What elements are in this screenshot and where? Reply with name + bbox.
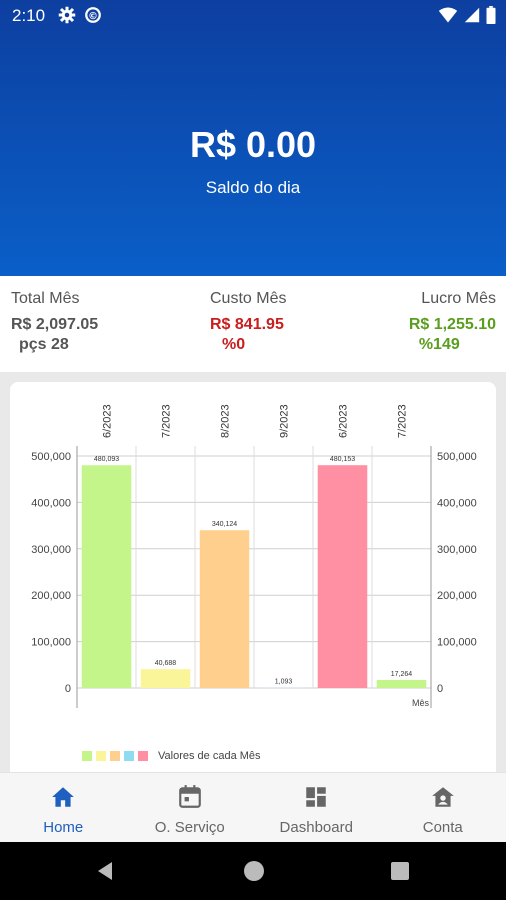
nav-dashboard[interactable]: Dashboard (253, 773, 380, 843)
nav-dashboard-label: Dashboard (279, 819, 353, 836)
svg-text:©: © (88, 11, 98, 22)
total-month-title: Total Mês (11, 290, 80, 307)
y-tick-left: 200,000 (31, 590, 71, 602)
status-time: 2:10 (12, 6, 46, 25)
total-month-value: R$ 2,097.05 (11, 316, 99, 333)
profit-month-percent: %149 (418, 336, 460, 353)
y-tick-right: 100,000 (437, 637, 477, 649)
cost-month: Custo Mês R$ 841.95 %0 (210, 290, 286, 354)
bar (140, 669, 191, 688)
battery-icon (486, 6, 496, 24)
legend-swatch (82, 751, 92, 761)
x-category-label: 6/2023 (338, 404, 350, 438)
total-month: Total Mês R$ 2,097.05 pçs 28 (11, 290, 98, 354)
header-banner: R$ 0.00 Saldo do dia (0, 0, 506, 276)
y-tick-right: 400,000 (437, 497, 477, 509)
system-navigation-bar (0, 842, 506, 900)
nav-home[interactable]: Home (0, 773, 127, 843)
nav-service-orders-label: O. Serviço (154, 819, 225, 836)
x-category-label: 9/2023 (279, 404, 291, 438)
daily-balance-label: Saldo do dia (205, 178, 301, 197)
data-saver-icon: © (85, 7, 101, 23)
cost-month-title: Custo Mês (210, 290, 287, 307)
cost-month-value: R$ 841.95 (210, 316, 284, 333)
home-circle-icon[interactable] (243, 860, 265, 882)
y-tick-left: 300,000 (31, 544, 71, 556)
bar (258, 687, 309, 688)
x-axis-label: Mês (412, 698, 430, 708)
profit-month-value: R$ 1,255.10 (408, 316, 496, 333)
y-tick-left: 500,000 (31, 451, 71, 463)
signal-icon (464, 7, 480, 23)
x-category-label: 7/2023 (161, 404, 173, 438)
bar-value-label: 340,124 (212, 521, 237, 528)
monthly-summary: Total Mês R$ 2,097.05 pçs 28 Custo Mês R… (0, 276, 506, 372)
settings-icon (58, 6, 76, 24)
legend-swatch (110, 751, 120, 761)
bottom-navigation: Home O. Serviço Dashboard (0, 772, 506, 843)
y-tick-right: 0 (437, 683, 443, 695)
total-month-pieces: pçs 28 (19, 336, 69, 353)
home-icon (50, 783, 76, 811)
legend-swatch (124, 751, 134, 761)
x-category-label: 8/2023 (220, 404, 232, 438)
bar-value-label: 40,688 (155, 660, 177, 667)
x-category-label: 7/2023 (397, 404, 409, 438)
bar (81, 465, 132, 688)
bar-value-label: 480,093 (94, 456, 119, 463)
chart-card: 0 0 100,000 100,000 200,000 200,000 300,000 300… (10, 382, 496, 802)
y-tick-left: 0 (65, 683, 71, 695)
nav-home-label: Home (43, 819, 84, 836)
y-tick-left: 400,000 (31, 497, 71, 509)
nav-service-orders[interactable]: O. Serviço (127, 773, 254, 843)
legend-swatch (96, 751, 106, 761)
profit-month-title: Lucro Mês (421, 290, 496, 307)
back-icon[interactable] (94, 859, 118, 883)
bar (199, 530, 250, 688)
legend-label: Valores de cada Mês (158, 750, 261, 762)
legend-swatch (138, 751, 148, 761)
bar (317, 465, 368, 688)
monthly-bar-chart: 0 0 100,000 100,000 200,000 200,000 300,000 300… (31, 404, 477, 708)
status-bar: 2:10 © (0, 0, 506, 32)
nav-account-label: Conta (422, 819, 463, 836)
profit-month: Lucro Mês R$ 1,255.10 %149 (409, 290, 496, 354)
bar-value-label: 480,153 (330, 456, 355, 463)
cost-month-percent: %0 (222, 336, 246, 353)
account-icon (430, 783, 456, 811)
chart-legend: Valores de cada Mês (82, 750, 261, 762)
daily-balance: R$ 0.00 (189, 124, 317, 165)
dashboard-icon (303, 783, 329, 811)
bar-value-label: 17,264 (391, 671, 413, 678)
bar (376, 679, 427, 688)
wifi-icon (438, 7, 458, 23)
calendar-icon (177, 783, 203, 811)
nav-account[interactable]: Conta (380, 773, 506, 843)
y-tick-right: 200,000 (437, 590, 477, 602)
y-tick-left: 100,000 (31, 637, 71, 649)
y-tick-right: 300,000 (437, 544, 477, 556)
y-tick-right: 500,000 (437, 451, 477, 463)
x-category-label: 6/2023 (102, 404, 114, 438)
recents-icon[interactable] (390, 861, 410, 881)
bar-value-label: 1,093 (275, 678, 293, 685)
